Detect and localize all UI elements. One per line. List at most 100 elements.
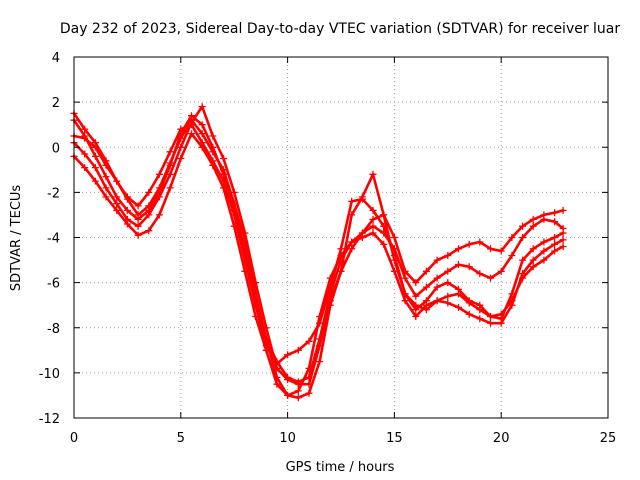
y-tick-label: -2 <box>47 186 60 201</box>
data-point <box>284 391 292 399</box>
data-point <box>113 193 121 201</box>
data-point <box>81 150 89 158</box>
y-tick-label: -8 <box>47 322 60 337</box>
data-point <box>476 315 484 323</box>
data-point <box>412 279 420 287</box>
series-track-3 <box>70 130 567 399</box>
data-point <box>433 256 441 264</box>
data-point <box>559 229 567 237</box>
data-point <box>102 184 110 192</box>
data-point <box>113 177 121 185</box>
data-point <box>177 155 185 162</box>
data-point <box>358 195 366 203</box>
data-point <box>316 358 324 366</box>
data-point <box>422 306 430 314</box>
data-point <box>444 279 452 287</box>
data-point <box>551 234 559 241</box>
data-point <box>540 215 548 223</box>
data-point <box>529 222 537 230</box>
y-tick-label: -6 <box>47 277 60 292</box>
data-point <box>326 283 334 291</box>
data-point <box>155 170 163 178</box>
data-point <box>559 236 567 244</box>
data-point <box>465 263 473 271</box>
y-tick-label: 0 <box>52 141 60 156</box>
data-point <box>369 206 377 214</box>
data-point <box>433 297 441 305</box>
data-point <box>551 209 559 217</box>
data-point <box>177 130 185 138</box>
data-point <box>241 229 249 237</box>
data-point <box>273 360 281 368</box>
data-point <box>155 188 163 196</box>
data-point <box>91 152 99 160</box>
data-point <box>166 184 174 192</box>
data-point <box>476 270 484 278</box>
data-point <box>113 206 121 214</box>
data-point <box>166 148 174 156</box>
data-point <box>380 240 388 248</box>
data-point <box>134 231 142 239</box>
data-point <box>444 292 452 300</box>
data-point <box>348 245 356 253</box>
data-point <box>551 240 559 248</box>
data-point <box>348 238 356 246</box>
data-point <box>91 177 99 185</box>
data-point <box>487 313 494 320</box>
data-point <box>358 234 366 241</box>
data-point <box>123 206 131 214</box>
x-tick-label: 15 <box>386 431 403 446</box>
data-point <box>102 173 110 181</box>
data-point <box>337 267 345 275</box>
data-point <box>102 193 110 201</box>
data-point <box>390 234 398 241</box>
data-point <box>316 319 324 327</box>
data-point <box>497 247 505 255</box>
data-point <box>123 195 131 203</box>
data-point <box>262 342 270 350</box>
series-track-4 <box>70 103 567 388</box>
data-point <box>401 290 409 298</box>
data-point <box>252 301 260 309</box>
data-point <box>465 310 473 318</box>
data-point <box>487 245 494 253</box>
data-point <box>529 263 537 271</box>
data-point <box>380 211 388 219</box>
series-layer <box>70 103 567 402</box>
data-point <box>412 313 420 320</box>
data-point <box>519 222 527 230</box>
data-point <box>294 387 302 395</box>
data-point <box>559 243 567 250</box>
data-point <box>188 112 195 120</box>
data-point <box>369 222 377 230</box>
data-point <box>102 157 110 165</box>
data-point <box>316 342 324 350</box>
data-point <box>230 188 238 196</box>
data-point <box>81 132 89 140</box>
data-point <box>198 143 206 151</box>
data-point <box>519 234 527 241</box>
data-point <box>198 103 206 111</box>
x-tick-label: 20 <box>493 431 510 446</box>
data-point <box>134 215 142 223</box>
data-point <box>444 299 452 307</box>
data-point <box>422 267 430 275</box>
data-point <box>81 164 89 172</box>
x-tick-label: 5 <box>177 431 185 446</box>
data-point <box>551 247 559 255</box>
data-point <box>284 351 292 359</box>
data-point <box>166 161 174 169</box>
data-point <box>369 215 377 223</box>
data-point <box>369 229 377 237</box>
data-point <box>294 346 302 354</box>
data-point <box>455 285 462 293</box>
data-point <box>188 118 195 126</box>
data-point <box>134 222 142 230</box>
data-point <box>145 188 153 196</box>
data-point <box>337 245 345 253</box>
data-point <box>444 252 452 259</box>
data-point <box>145 227 153 235</box>
data-point <box>252 279 260 287</box>
axis-ticks: 0 5 10 15 20 25 -12 -10 -8 -6 -4 -2 0 2 4 <box>39 51 617 446</box>
y-tick-label: -12 <box>39 412 60 427</box>
